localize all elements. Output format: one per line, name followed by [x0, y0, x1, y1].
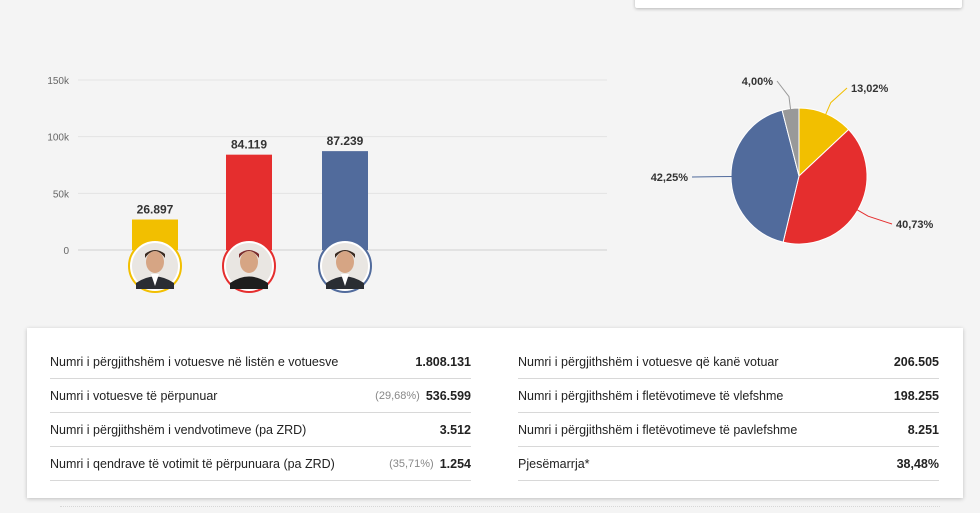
y-tick-label: 100k — [47, 133, 70, 144]
pie-leader-line — [855, 208, 893, 225]
candidate-avatar — [318, 239, 372, 293]
stat-row-processed-stations: Numri i qendrave të votimit të përpunuar… — [50, 447, 471, 481]
candidate-avatar — [222, 239, 276, 293]
stat-percent: (29,68%) — [375, 389, 420, 402]
stat-value: 38,48% — [896, 456, 939, 471]
avatar-face — [336, 251, 354, 273]
pie-slice-label: 13,02% — [851, 83, 889, 95]
stat-value: 206.505 — [893, 354, 939, 369]
stats-column-right: Numri i përgjithshëm i votuesve që kanë … — [518, 345, 939, 481]
avatar-hair — [239, 250, 259, 258]
avatar-hair — [145, 250, 165, 258]
stat-label: Numri i përgjithshëm i votuesve në listë… — [50, 354, 339, 369]
avatar-shirt — [341, 274, 349, 286]
avatar-face — [146, 251, 164, 273]
stat-percent: (35,71%) — [389, 457, 434, 470]
stat-row-turnout: Pjesëmarrja* 38,48% — [518, 447, 939, 481]
y-tick-label: 0 — [63, 246, 69, 257]
stat-value: 198.255 — [893, 388, 939, 403]
stat-value: 3.512 — [439, 422, 471, 437]
avatar-hair — [335, 250, 355, 258]
stat-row-processed-voters: Numri i votuesve të përpunuar (29,68%) 53… — [50, 379, 471, 413]
stat-value: 1.808.131 — [415, 354, 471, 369]
stat-label: Numri i votuesve të përpunuar — [50, 388, 218, 403]
bottom-partial-text — [60, 506, 940, 513]
election-stats-card: Numri i përgjithshëm i votuesve në listë… — [27, 328, 963, 498]
pie-leader-line — [824, 87, 848, 116]
avatar-body — [230, 276, 268, 289]
pie-slice-label: 40,73% — [896, 219, 934, 231]
bar — [322, 151, 368, 250]
stat-row-invalid-ballots: Numri i përgjithshëm i fletëvotimeve të … — [518, 413, 939, 447]
bar-value-label: 84.119 — [231, 138, 267, 152]
votes-share-pie-chart: 13,02% 40,73% 42,25% 4,00% — [651, 76, 934, 245]
stat-value: 1.254 — [439, 456, 471, 471]
stat-value: 8.251 — [907, 422, 939, 437]
stat-label: Numri i përgjithshëm i votuesve që kanë … — [518, 354, 779, 369]
y-tick-label: 150k — [47, 76, 70, 87]
stat-label: Numri i përgjithshëm i vendvotimeve (pa … — [50, 422, 307, 437]
bar — [226, 154, 272, 250]
stat-row-total-voters: Numri i përgjithshëm i votuesve në listë… — [50, 345, 471, 379]
stat-row-polling-stations: Numri i përgjithshëm i vendvotimeve (pa … — [50, 413, 471, 447]
stat-label: Numri i përgjithshëm i fletëvotimeve të … — [518, 388, 784, 403]
stat-row-valid-ballots: Numri i përgjithshëm i fletëvotimeve të … — [518, 379, 939, 413]
avatar-face — [240, 251, 258, 273]
avatar-shirt — [151, 274, 159, 286]
stat-value: 536.599 — [425, 388, 471, 403]
stat-label: Pjesëmarrja* — [518, 456, 590, 471]
pie-slice-label: 4,00% — [742, 76, 773, 88]
stat-label: Numri i përgjithshëm i fletëvotimeve të … — [518, 422, 798, 437]
stats-column-left: Numri i përgjithshëm i votuesve në listë… — [50, 345, 471, 481]
stat-row-voted: Numri i përgjithshëm i votuesve që kanë … — [518, 345, 939, 379]
stat-label: Numri i qendrave të votimit të përpunuar… — [50, 456, 335, 471]
top-summary-card — [635, 0, 962, 8]
bar-value-label: 87.239 — [327, 134, 364, 148]
votes-bar-chart: 0 50k 100k 150k 26.897 84.119 87.239 — [47, 76, 607, 293]
pie-leader-line — [776, 80, 792, 111]
candidate-avatar — [128, 239, 182, 293]
bar-value-label: 26.897 — [137, 203, 174, 217]
y-tick-label: 50k — [53, 189, 70, 200]
pie-slice-label: 42,25% — [651, 172, 689, 184]
